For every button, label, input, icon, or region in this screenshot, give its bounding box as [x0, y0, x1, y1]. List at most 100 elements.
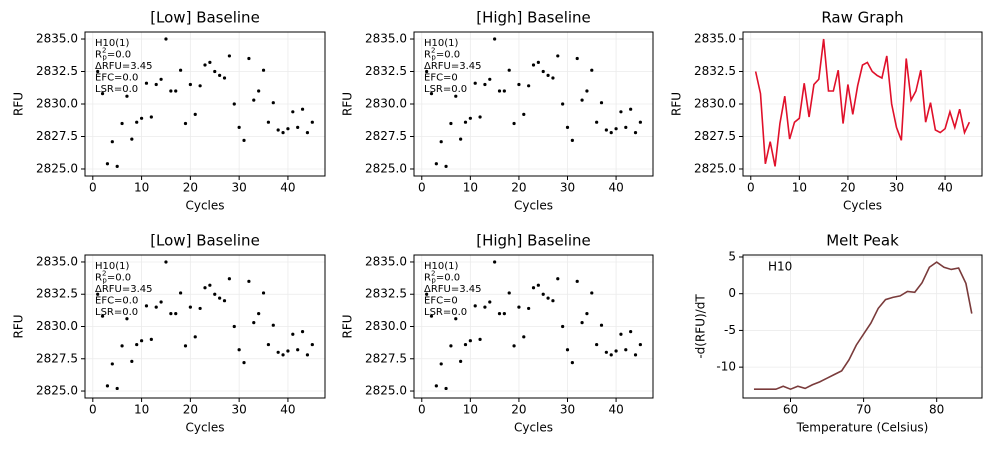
data-point — [174, 311, 178, 316]
data-point — [614, 127, 618, 131]
data-point — [633, 130, 638, 135]
data-point — [105, 384, 110, 388]
data-point — [271, 101, 275, 105]
x-tick-label: 10 — [134, 181, 149, 195]
data-point — [478, 337, 482, 342]
data-point — [213, 292, 217, 296]
annotation-sub: p — [102, 54, 107, 62]
data-point — [575, 56, 579, 61]
data-point — [570, 361, 574, 365]
data-point — [565, 125, 570, 129]
data-point — [105, 162, 110, 166]
data-point — [449, 344, 453, 348]
data-point — [296, 348, 300, 352]
annotation: R2 p=0.0 — [424, 47, 460, 62]
x-tick-label: 0 — [89, 181, 97, 195]
x-axis-label: Cycles — [843, 199, 882, 213]
x-tick-label: 40 — [608, 403, 623, 417]
data-point — [110, 362, 114, 366]
data-point — [291, 332, 295, 336]
data-point — [227, 277, 231, 281]
data-point — [154, 82, 158, 87]
y-tick-label: 2835.0 — [694, 32, 736, 46]
data-point — [434, 384, 438, 388]
data-point — [261, 291, 266, 295]
data-point — [502, 89, 506, 93]
data-point — [208, 60, 212, 65]
data-point — [198, 84, 202, 88]
data-point — [149, 115, 153, 119]
annotation: R2 p=0.0 — [424, 270, 460, 285]
data-point — [203, 63, 207, 67]
data-point — [266, 342, 271, 347]
data-point — [125, 94, 129, 98]
y-tick-label: 2830.0 — [36, 97, 78, 111]
annotation: H10 — [768, 260, 792, 274]
data-point — [541, 292, 545, 296]
x-axis-label: Cycles — [185, 199, 224, 213]
annotation-part: =0.0 — [436, 50, 460, 61]
data-point — [590, 291, 594, 295]
x-tick-label: 80 — [929, 403, 944, 417]
data-point — [478, 115, 482, 119]
x-tick-label: 0 — [418, 403, 426, 417]
x-tick-label: 10 — [792, 181, 807, 195]
data-point — [624, 348, 628, 352]
panel-title: Melt Peak — [826, 232, 899, 250]
data-point — [247, 56, 251, 61]
data-line — [753, 261, 973, 391]
y-tick-label: 2830.0 — [694, 97, 736, 111]
x-tick-label: 20 — [183, 403, 198, 417]
data-point — [169, 311, 173, 316]
data-point — [169, 89, 173, 93]
data-point — [561, 102, 565, 106]
data-point — [454, 94, 458, 98]
annotation: LSR=0.0 — [424, 84, 467, 95]
y-tick-label: -10 — [716, 360, 736, 374]
data-point — [454, 317, 458, 321]
data-point — [179, 68, 183, 72]
x-tick-label: 10 — [463, 181, 478, 195]
data-point — [179, 291, 183, 295]
annotation: H10(1) — [424, 38, 459, 49]
y-tick-label: 2827.5 — [694, 129, 736, 143]
data-point — [488, 300, 492, 304]
data-point — [429, 314, 434, 318]
data-point — [599, 101, 604, 105]
y-tick-label: 2835.0 — [36, 254, 78, 268]
data-point — [271, 323, 275, 327]
data-point — [139, 116, 144, 120]
data-point — [551, 76, 555, 80]
data-point — [512, 344, 516, 348]
data-point — [213, 69, 217, 74]
data-point — [252, 321, 256, 325]
data-point — [497, 311, 502, 316]
data-point — [497, 89, 502, 93]
x-tick-label: 40 — [608, 181, 623, 195]
data-point — [164, 37, 168, 41]
data-point — [546, 73, 550, 78]
annotation-sup: 2 — [102, 47, 106, 55]
data-point — [585, 311, 589, 316]
axes-frame — [742, 254, 983, 399]
x-tick-label: 70 — [856, 403, 871, 417]
data-point — [531, 286, 536, 290]
data-point — [193, 335, 197, 339]
data-point — [556, 277, 560, 281]
data-point — [624, 125, 628, 129]
data-point — [96, 69, 100, 74]
data-point — [154, 305, 158, 309]
data-point — [599, 323, 604, 327]
data-point — [609, 130, 613, 135]
annotation-part: R — [424, 50, 431, 61]
data-point — [291, 110, 295, 114]
data-line — [754, 38, 971, 167]
data-point — [237, 348, 241, 352]
y-tick-label: 2830.0 — [365, 97, 407, 111]
data-point — [493, 37, 497, 41]
x-tick-label: 40 — [280, 181, 295, 195]
data-point — [257, 89, 261, 93]
y-tick-label: -5 — [724, 323, 736, 337]
y-tick-label: 2825.0 — [36, 384, 78, 398]
data-point — [120, 121, 124, 126]
